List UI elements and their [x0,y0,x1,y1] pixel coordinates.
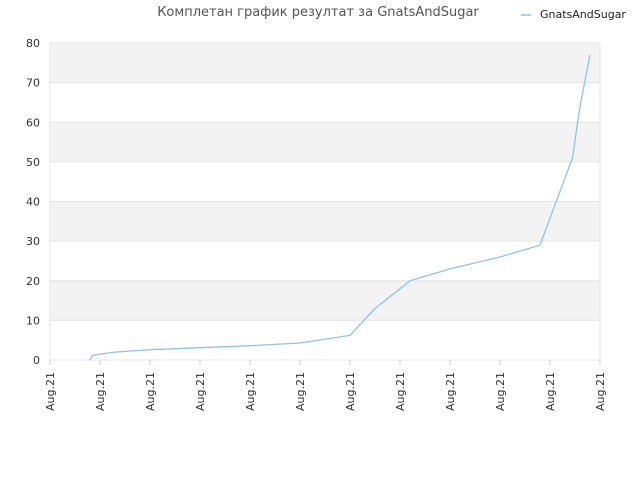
x-tick-label: Aug.21 [544,372,557,411]
x-tick-label: Aug.21 [194,372,207,411]
grid-band [50,122,600,162]
x-tick-label: Aug.21 [494,372,507,411]
x-tick-label: Aug.21 [444,372,457,411]
y-tick-label: 70 [26,77,40,90]
x-tick-label: Aug.21 [594,372,607,411]
y-tick-label: 20 [26,275,40,288]
y-axis: 0 10 20 30 40 50 60 70 80 [26,37,40,367]
series-line-gnatsandsugar [89,54,591,361]
x-tick-label: Aug.21 [144,372,157,411]
y-tick-label: 60 [26,116,40,129]
x-tick-label: Aug.21 [94,372,107,411]
y-tick-label: 40 [26,196,40,209]
x-tick-label: Aug.21 [44,372,57,411]
legend: GnatsAndSugar [521,8,626,21]
legend-label: GnatsAndSugar [540,8,626,21]
grid-band [50,161,600,202]
x-tick-label: Aug.21 [244,372,257,411]
y-tick-label: 50 [26,156,40,169]
grid-band [50,241,600,281]
chart-title: Комплетан график резултат за GnatsAndSug… [157,5,479,20]
grid-bands [49,42,601,361]
y-tick-label: 10 [26,314,40,327]
grid-band [50,82,600,123]
x-axis: Aug.21 Aug.21 Aug.21 Aug.21 Aug.21 Aug.21 Aug.… [44,360,607,411]
grid-band [50,280,600,321]
x-tick-label: Aug.21 [394,372,407,411]
y-tick-label: 80 [26,37,40,50]
grid-band [50,320,600,360]
series-layer [89,54,591,361]
y-tick-label: 0 [33,354,40,367]
grid-band [50,43,600,83]
x-tick-label: Aug.21 [294,372,307,411]
y-tick-label: 30 [26,235,40,248]
x-tick-label: Aug.21 [344,372,357,411]
grid-band [50,201,600,242]
